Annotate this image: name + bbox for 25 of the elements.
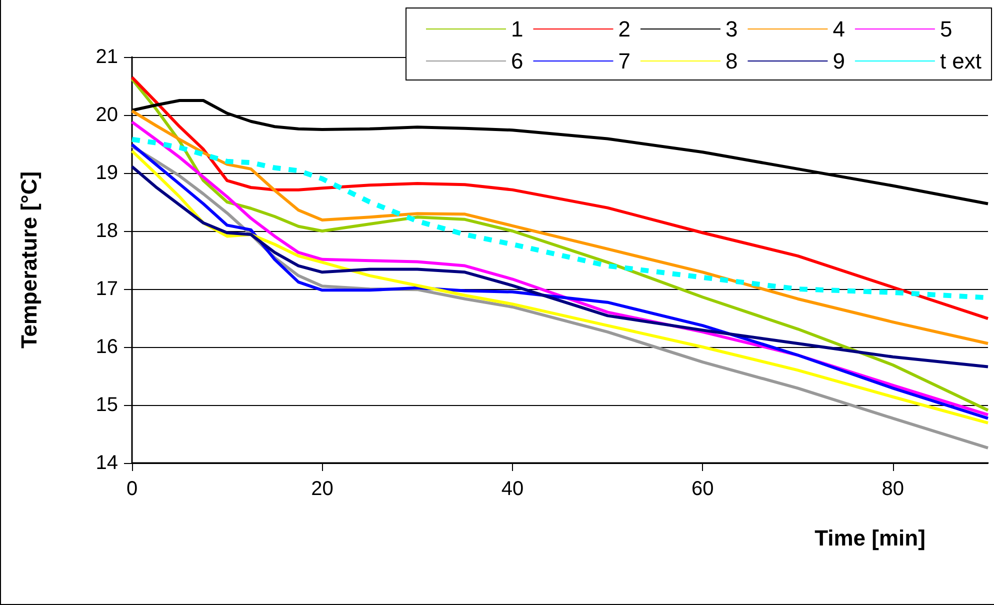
y-tick-label: 17 <box>96 278 118 300</box>
y-tick-label: 16 <box>96 336 118 358</box>
legend-label: 7 <box>618 48 630 74</box>
legend-label: 1 <box>511 16 524 42</box>
legend-label: 4 <box>832 16 845 42</box>
x-tick-label: 0 <box>126 478 138 500</box>
legend-label: 6 <box>511 48 524 74</box>
x-axis-title: Time [min] <box>814 526 926 550</box>
y-tick-label: 18 <box>96 220 118 242</box>
x-tick-label: 20 <box>311 478 334 500</box>
y-tick-label: 20 <box>96 104 118 126</box>
y-tick-label: 19 <box>96 162 118 184</box>
legend-label: 2 <box>618 16 630 42</box>
y-axis-title: Temperature [°C] <box>16 171 42 349</box>
y-tick-label: 21 <box>96 46 118 68</box>
y-tick-label: 14 <box>96 452 118 474</box>
y-tick-label: 15 <box>96 394 118 416</box>
legend-label: 9 <box>832 48 845 74</box>
legend-label: t ext <box>940 48 982 74</box>
legend-label: 5 <box>940 16 952 42</box>
legend-label: 3 <box>725 16 738 42</box>
x-tick-label: 80 <box>882 478 904 500</box>
x-tick-label: 40 <box>501 478 524 500</box>
legend-label: 8 <box>725 48 738 74</box>
x-tick-label: 60 <box>692 478 714 500</box>
